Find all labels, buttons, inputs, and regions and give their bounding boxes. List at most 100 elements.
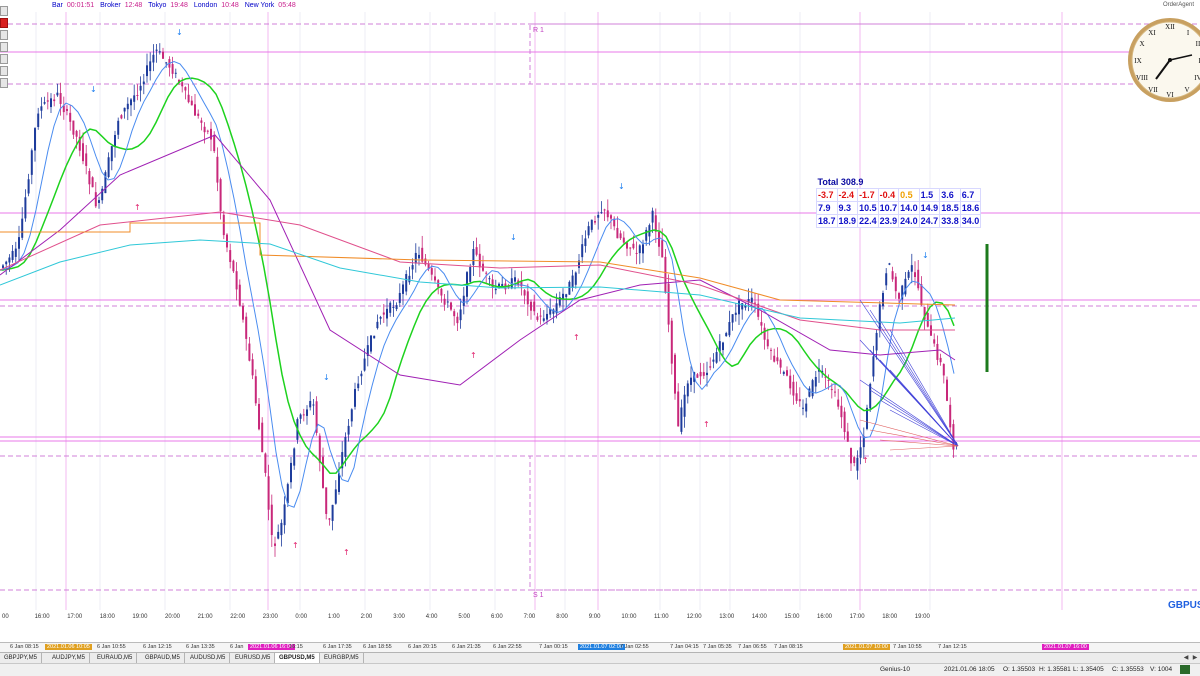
candle-body (136, 95, 138, 96)
symbol-tab[interactable]: EURAUD,M5 (93, 653, 137, 663)
totals-cell: 18.6 (960, 202, 981, 215)
candle-body (354, 389, 356, 407)
candle-body (415, 253, 417, 264)
candle-body (677, 392, 679, 427)
volume: V: 1004 (1150, 664, 1172, 676)
symbol-tab[interactable]: AUDUSD,M5 (186, 653, 230, 663)
candle-body (204, 127, 206, 132)
candle-body (2, 265, 4, 267)
candle-body (370, 335, 372, 351)
down-arrow-icon: ↓ (176, 28, 183, 37)
candle-body (773, 356, 775, 362)
candle-body (181, 82, 183, 86)
up-arrow-icon: ↑ (862, 456, 869, 465)
r1-label: R 1 (533, 27, 544, 34)
symbol-tab[interactable]: EURGBP,M5 (320, 653, 364, 663)
up-arrow-icon: ↑ (573, 333, 580, 342)
candle-body (805, 404, 807, 412)
candle-body (146, 65, 148, 76)
candle-body (642, 244, 644, 253)
candle-body (597, 215, 599, 218)
tab-scroll-left-icon[interactable]: ◀ (1182, 653, 1190, 663)
candle-body (568, 282, 570, 295)
candle-body (277, 532, 279, 539)
candle-body (303, 414, 305, 415)
candle-body (159, 51, 161, 52)
toolbox-button-6[interactable] (0, 66, 8, 76)
date-tick-label: 7 Jan 10:55 (893, 644, 922, 650)
candle-body (751, 298, 753, 303)
symbol-tab[interactable]: EURUSD,M5 (231, 653, 275, 663)
candle-body (274, 543, 276, 545)
candle-body (600, 212, 602, 213)
high-price: H: 1.35581 (1039, 664, 1071, 676)
connection-status-icon[interactable] (1180, 665, 1190, 674)
up-arrow-icon: ↑ (292, 541, 299, 550)
candle-body (476, 247, 478, 255)
time-tick-label: 17:00 (67, 614, 82, 620)
time-tick-label: 17:00 (850, 614, 865, 620)
time-tick-label: 16:00 (817, 614, 832, 620)
candle-body (540, 316, 542, 317)
candle-body (252, 359, 254, 375)
totals-cell: 7.9 (817, 202, 838, 215)
candle-body (831, 389, 833, 390)
candle-body (760, 322, 762, 326)
candle-body (18, 237, 20, 249)
date-tick-label: 7 Jan 06:55 (738, 644, 767, 650)
candle-body (50, 98, 52, 107)
tab-scroll-right-icon[interactable]: ▶ (1191, 653, 1199, 663)
toolbox-button-3[interactable] (0, 30, 8, 40)
toolbox-button-1[interactable] (0, 6, 8, 16)
profile-name[interactable]: Genius-10 (880, 664, 910, 676)
candle-body (383, 312, 385, 314)
candle-body (620, 233, 622, 238)
candle-body (53, 99, 55, 101)
candle-body (162, 52, 164, 59)
totals-cell: 9.3 (837, 202, 858, 215)
time-tick-label: 14:00 (752, 614, 767, 620)
candle-body (709, 366, 711, 367)
symbol-tab[interactable]: AUDJPY,M5 (48, 653, 90, 663)
candle-body (495, 289, 497, 290)
candle-body (565, 294, 567, 297)
close-price: C: 1.35553 (1112, 664, 1144, 676)
toolbox-button-4[interactable] (0, 42, 8, 52)
time-tick-label: 00 (2, 614, 9, 620)
candle-body (431, 268, 433, 275)
candle-body (399, 293, 401, 303)
candle-body (280, 523, 282, 535)
order-agent-label[interactable]: OrderAgent (1163, 2, 1194, 8)
time-tick-label: 18:00 (882, 614, 897, 620)
candle-body (796, 393, 798, 401)
close-all-button[interactable] (0, 18, 8, 28)
candle-body (764, 328, 766, 340)
candle-body (357, 384, 359, 389)
totals-cell: 14.9 (919, 202, 940, 215)
candle-body (114, 135, 116, 147)
candle-body (584, 238, 586, 246)
candle-body (165, 62, 167, 63)
candle-body (5, 262, 7, 265)
time-tick-label: 1:00 (328, 614, 340, 620)
toolbox-button-7[interactable] (0, 78, 8, 88)
candle-body (92, 177, 94, 187)
candle-body (287, 484, 289, 503)
candle-body (130, 99, 132, 105)
toolbox-button-5[interactable] (0, 54, 8, 64)
totals-cell: 1.5 (919, 189, 940, 202)
candle-body (386, 309, 388, 319)
candle-body (712, 360, 714, 362)
candle-body (850, 448, 852, 463)
date-tick-label: 7 Jan 05:35 (703, 644, 732, 650)
candle-body (469, 267, 471, 282)
symbol-tab[interactable]: GBPAUD,M5 (141, 653, 185, 663)
candle-body (264, 454, 266, 473)
candle-body (351, 409, 353, 421)
symbol-tab[interactable]: GBPUSD,M5 (275, 653, 320, 663)
candle-body (946, 380, 948, 401)
chart-canvas[interactable]: R 1S 1↓↓↓↓↓↓↑↑↑↑↑↑↑ (0, 0, 1200, 640)
symbol-tab[interactable]: GBPJPY,M5 (0, 653, 42, 663)
